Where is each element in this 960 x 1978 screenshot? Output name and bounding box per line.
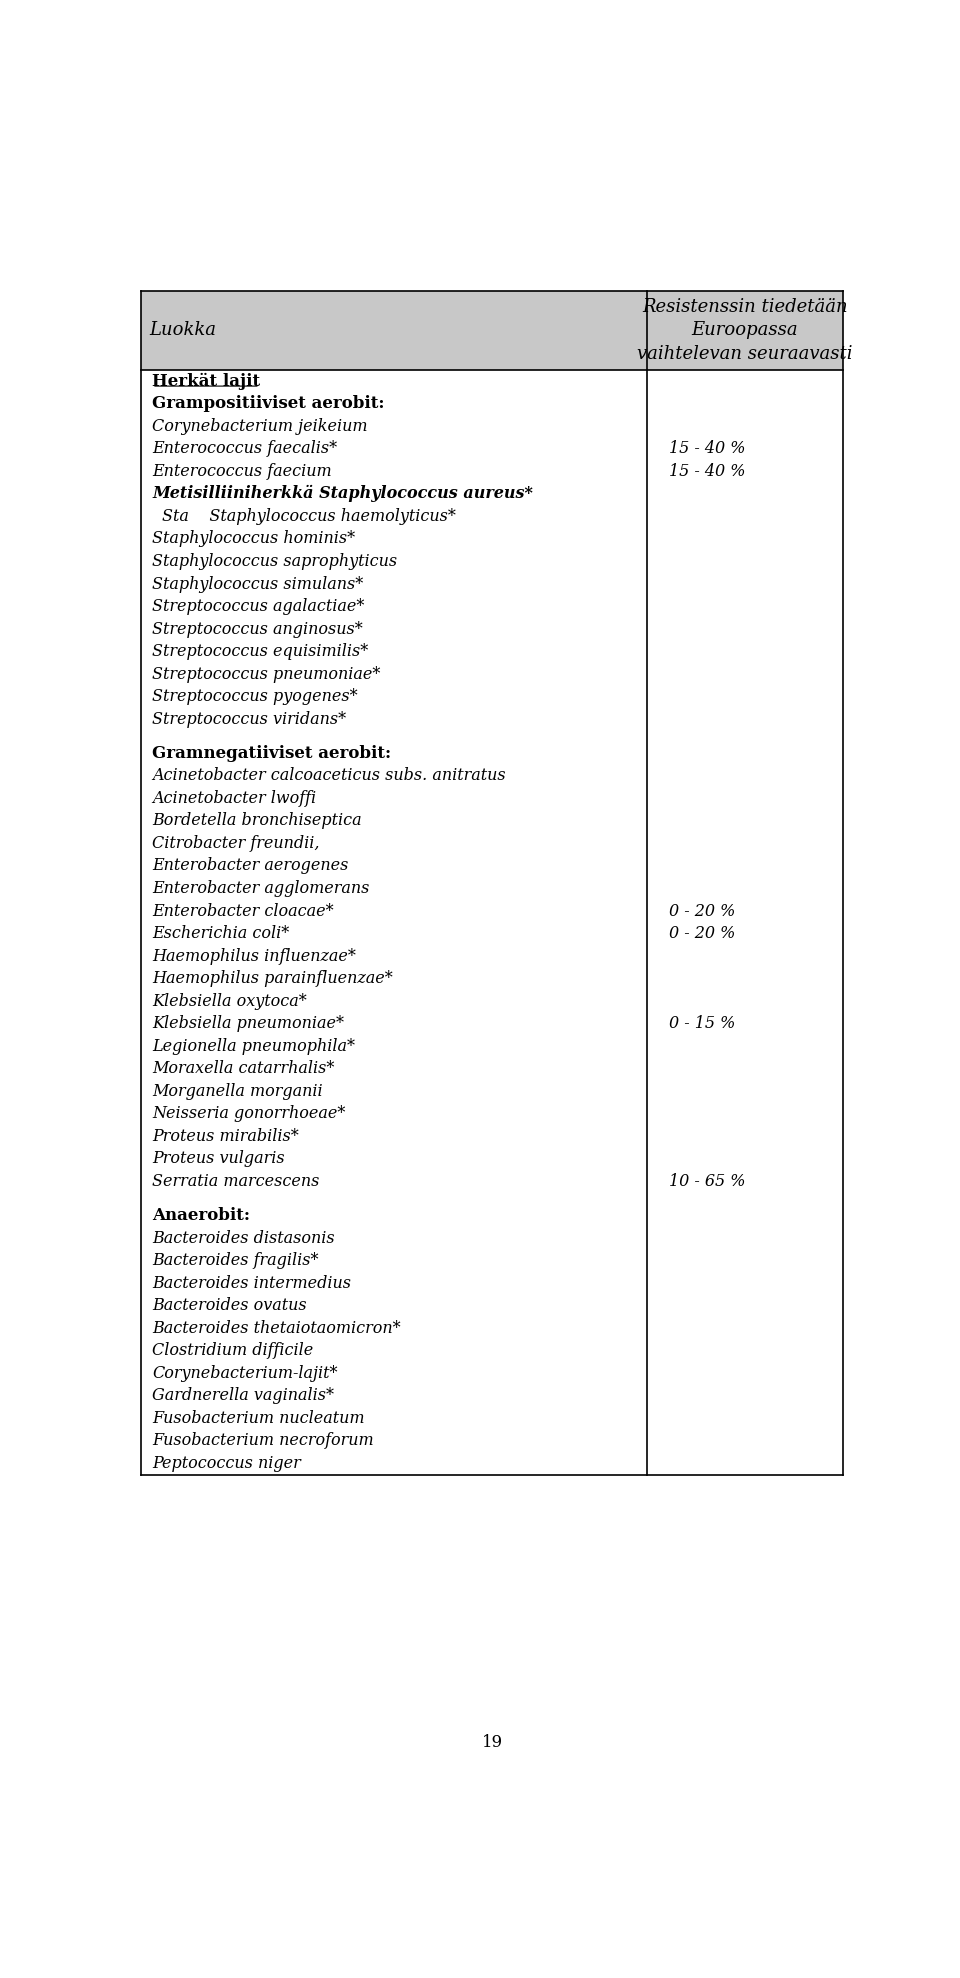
Text: Clostridium difficile: Clostridium difficile	[152, 1343, 313, 1359]
Text: Staphylococcus hominis*: Staphylococcus hominis*	[152, 530, 355, 548]
Text: Corynebacterium-lajit*: Corynebacterium-lajit*	[152, 1365, 338, 1383]
Text: Streptococcus equisimilis*: Streptococcus equisimilis*	[152, 643, 369, 661]
Text: Haemophilus parainfluenzae*: Haemophilus parainfluenzae*	[152, 969, 393, 987]
Text: Klebsiella pneumoniae*: Klebsiella pneumoniae*	[152, 1015, 344, 1033]
Text: Luokka: Luokka	[150, 320, 217, 340]
Bar	[141, 291, 843, 370]
Text: Fusobacterium nucleatum: Fusobacterium nucleatum	[152, 1410, 365, 1426]
Text: 0 - 15 %: 0 - 15 %	[669, 1015, 735, 1033]
Text: Acinetobacter lwoffi: Acinetobacter lwoffi	[152, 789, 316, 807]
Text: Moraxella catarrhalis*: Moraxella catarrhalis*	[152, 1060, 334, 1078]
Text: 0 - 20 %: 0 - 20 %	[669, 902, 735, 920]
Text: Enterobacter agglomerans: Enterobacter agglomerans	[152, 880, 370, 896]
Text: 15 - 40 %: 15 - 40 %	[669, 463, 745, 481]
Text: Bacteroides ovatus: Bacteroides ovatus	[152, 1298, 306, 1313]
Text: 10 - 65 %: 10 - 65 %	[669, 1173, 745, 1191]
Text: Bacteroides intermedius: Bacteroides intermedius	[152, 1274, 351, 1292]
Text: Streptococcus pneumoniae*: Streptococcus pneumoniae*	[152, 667, 380, 682]
Text: Serratia marcescens: Serratia marcescens	[152, 1173, 320, 1191]
Text: Herkät lajit: Herkät lajit	[152, 372, 260, 390]
Text: Haemophilus influenzae*: Haemophilus influenzae*	[152, 947, 356, 965]
Text: Enterobacter cloacae*: Enterobacter cloacae*	[152, 902, 334, 920]
Text: 15 - 40 %: 15 - 40 %	[669, 441, 745, 457]
Text: Legionella pneumophila*: Legionella pneumophila*	[152, 1038, 355, 1054]
Text: Bacteroides thetaiotaomicron*: Bacteroides thetaiotaomicron*	[152, 1319, 400, 1337]
Text: Proteus mirabilis*: Proteus mirabilis*	[152, 1127, 299, 1145]
Text: Grampositiiviset aerobit:: Grampositiiviset aerobit:	[152, 396, 385, 411]
Text: Staphylococcus simulans*: Staphylococcus simulans*	[152, 576, 363, 593]
Text: 19: 19	[481, 1733, 503, 1751]
Text: Fusobacterium necroforum: Fusobacterium necroforum	[152, 1432, 373, 1450]
Text: Resistenssin tiedetään
Euroopassa
vaihtelevan seuraavasti: Resistenssin tiedetään Euroopassa vaihte…	[637, 297, 852, 362]
Text: Metisilliiniherkkä Staphylococcus aureus*: Metisilliiniherkkä Staphylococcus aureus…	[152, 485, 533, 502]
Text: Neisseria gonorrhoeae*: Neisseria gonorrhoeae*	[152, 1106, 346, 1122]
Text: Acinetobacter calcoaceticus subs. anitratus: Acinetobacter calcoaceticus subs. anitra…	[152, 767, 506, 783]
Text: Streptococcus agalactiae*: Streptococcus agalactiae*	[152, 597, 365, 615]
Text: Sta    Staphylococcus haemolyticus*: Sta Staphylococcus haemolyticus*	[161, 508, 456, 524]
Text: Bacteroides fragilis*: Bacteroides fragilis*	[152, 1252, 319, 1270]
Text: Streptococcus anginosus*: Streptococcus anginosus*	[152, 621, 363, 637]
Text: Enterobacter aerogenes: Enterobacter aerogenes	[152, 856, 348, 874]
Text: Gramnegatiiviset aerobit:: Gramnegatiiviset aerobit:	[152, 746, 391, 762]
Text: Peptococcus niger: Peptococcus niger	[152, 1456, 300, 1472]
Text: Escherichia coli*: Escherichia coli*	[152, 926, 289, 942]
Text: Streptococcus viridans*: Streptococcus viridans*	[152, 710, 347, 728]
Text: Anaerobit:: Anaerobit:	[152, 1207, 250, 1224]
Text: Bacteroides distasonis: Bacteroides distasonis	[152, 1230, 335, 1246]
Text: Streptococcus pyogenes*: Streptococcus pyogenes*	[152, 688, 358, 706]
Text: Proteus vulgaris: Proteus vulgaris	[152, 1151, 284, 1167]
Text: Enterococcus faecalis*: Enterococcus faecalis*	[152, 441, 337, 457]
Text: 0 - 20 %: 0 - 20 %	[669, 926, 735, 942]
Text: Staphylococcus saprophyticus: Staphylococcus saprophyticus	[152, 554, 397, 570]
Text: Morganella morganii: Morganella morganii	[152, 1082, 323, 1100]
Text: Corynebacterium jeikeium: Corynebacterium jeikeium	[152, 417, 368, 435]
Text: Citrobacter freundii,: Citrobacter freundii,	[152, 835, 320, 853]
Text: Gardnerella vaginalis*: Gardnerella vaginalis*	[152, 1387, 334, 1404]
Text: Klebsiella oxytoca*: Klebsiella oxytoca*	[152, 993, 307, 1009]
Text: Enterococcus faecium: Enterococcus faecium	[152, 463, 331, 481]
Text: Bordetella bronchiseptica: Bordetella bronchiseptica	[152, 813, 362, 829]
